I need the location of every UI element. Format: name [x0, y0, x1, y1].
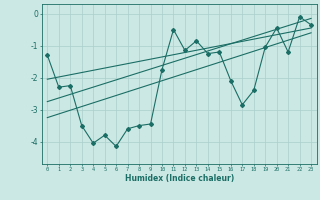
- X-axis label: Humidex (Indice chaleur): Humidex (Indice chaleur): [124, 174, 234, 183]
